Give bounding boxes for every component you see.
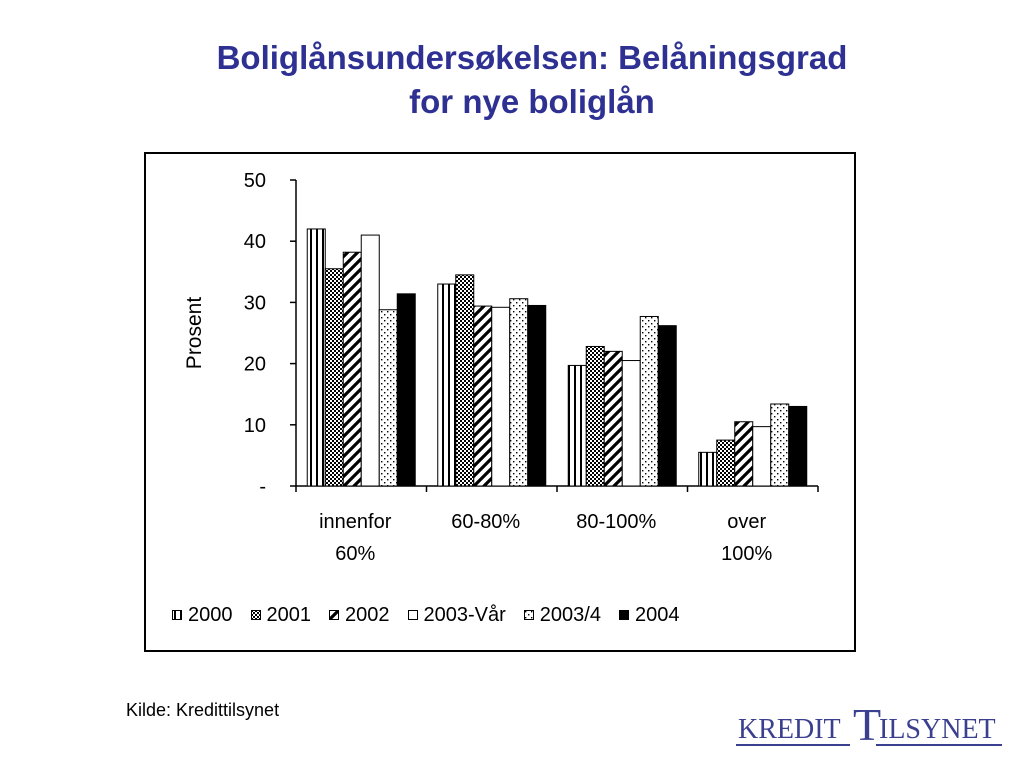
legend-label: 2002 [345,604,390,626]
bar-2001-3 [716,439,736,487]
legend-swatch [172,610,182,620]
bar-chart: Prosent 50 40 30 20 10 - innenfor 60% 60-80% 80-… [183,170,819,565]
bar-2002-3 [734,421,754,487]
bar-2003-v-r-2 [621,360,641,487]
source-note: Kilde: Kredittilsynet [126,700,280,720]
logo-big-letter: T [853,700,881,750]
legend-label: 2001 [266,604,312,626]
y-tick-label: 50 [244,170,266,192]
bar-2003-4-3 [770,403,790,487]
legend-item: 2004 [618,604,680,627]
bar-2000-1 [437,283,457,487]
bar-2000-2 [567,364,587,487]
x-category-label: 60-80% [451,511,520,533]
title-line-1: Boliglånsundersøkelsen: Belåningsgrad [216,39,848,76]
chart-frame: Prosent 50 40 30 20 10 - innenfor 60% 60-80% 80-… [144,152,856,652]
chart-legend: 2000 2001 [172,604,697,627]
legend-label: 2000 [188,604,233,626]
legend-swatch [329,610,339,620]
y-tick-label: - [259,476,266,498]
legend-item: 2003-Vår [407,604,506,627]
bar-2003-4-2 [639,315,659,487]
bar-2003-v-r-1 [491,306,511,487]
bar-2001-2 [585,345,605,487]
bar-2003-v-r-3 [752,426,772,487]
bar-2004-1 [527,304,547,487]
legend-item: 2002 [329,604,390,627]
x-category-label: 100% [721,543,772,565]
x-category-label: over [727,511,766,533]
bar-2002-2 [603,350,623,487]
y-tick-label: 10 [244,415,266,437]
bar-2001-0 [324,268,344,487]
logo-text-part2: ILSYNET [879,714,996,745]
logo-text-part1: KREDIT [738,714,841,745]
slide-title: Boliglånsundersøkelsen: Belåningsgrad fo… [40,36,1024,124]
bar-2004-0 [396,293,416,487]
bar-2002-1 [473,305,493,487]
y-axis-title: Prosent [183,297,206,370]
bar-2003-4-0 [378,309,398,487]
bar-2004-2 [657,325,677,487]
bar-2004-3 [788,405,808,487]
x-category-label: 60% [335,543,375,565]
bar-2001-1 [455,274,475,487]
bar-2000-3 [698,451,718,487]
bar-2002-0 [342,251,362,487]
bar-2003-4-1 [509,298,529,487]
y-tick-label: 40 [244,231,266,253]
legend-label: 2003/4 [539,604,601,626]
bar-2000-0 [306,228,326,487]
kredittilsynet-logo: KREDIT T ILSYNET [736,700,1002,750]
title-line-2: for nye boliglån [409,83,655,120]
x-category-label: 80-100% [576,511,656,533]
legend-swatch [618,610,629,620]
y-tick-label: 20 [244,354,266,376]
legend-item: 2000 [172,604,233,627]
legend-swatch [407,610,418,620]
legend-swatch [250,610,261,620]
legend-item: 2001 [250,604,312,627]
legend-label: 2003-Vår [423,604,506,626]
y-tick-label: 30 [244,292,266,314]
x-category-label: innenfor [319,511,392,533]
legend-item: 2003/4 [523,604,601,627]
bar-2003-v-r-0 [360,234,380,487]
legend-swatch [523,610,534,620]
legend-label: 2004 [634,604,680,626]
